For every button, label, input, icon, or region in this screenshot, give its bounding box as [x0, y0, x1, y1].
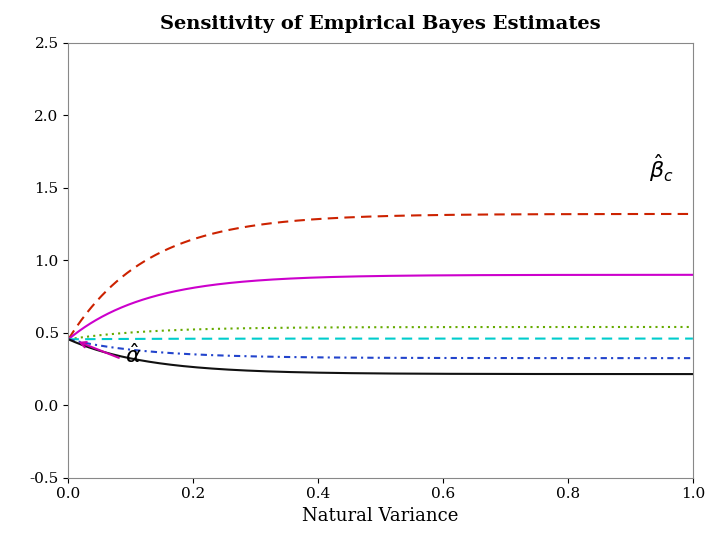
Text: $\hat{\beta}_c$: $\hat{\beta}_c$ [649, 152, 674, 184]
Text: $\hat{\alpha}$: $\hat{\alpha}$ [125, 345, 141, 368]
X-axis label: Natural Variance: Natural Variance [302, 507, 459, 525]
Title: Sensitivity of Empirical Bayes Estimates: Sensitivity of Empirical Bayes Estimates [161, 15, 601, 33]
